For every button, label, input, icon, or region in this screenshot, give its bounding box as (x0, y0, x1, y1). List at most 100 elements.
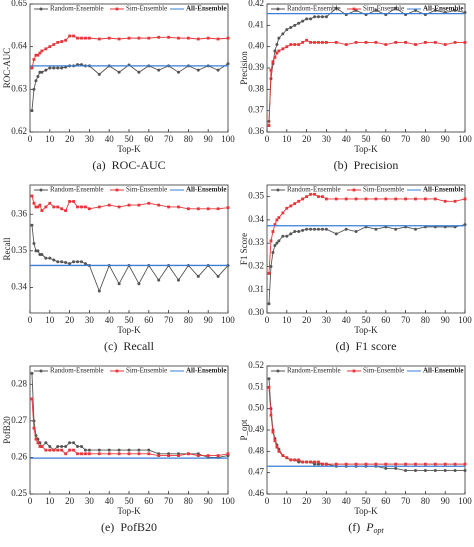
x-tick-label: 40 (342, 496, 352, 506)
point (44, 68, 48, 72)
point (320, 227, 324, 231)
point (80, 452, 83, 456)
point (394, 462, 398, 466)
point (79, 444, 83, 448)
x-tick-label: 80 (184, 496, 194, 506)
point (275, 43, 279, 47)
point (32, 242, 36, 246)
point (320, 15, 324, 19)
caption-text: PofB20 (120, 520, 157, 534)
point (275, 218, 279, 222)
legend-marker (276, 369, 280, 373)
x-tick-label: 0 (28, 134, 33, 144)
point (297, 21, 301, 25)
x-tick-label: 40 (342, 134, 352, 144)
y-axis-label: Recall (2, 237, 12, 260)
point (267, 124, 271, 127)
point (40, 49, 44, 53)
point (313, 192, 316, 196)
point (301, 19, 305, 23)
panel: 0.30 0.31 0.32 0.33 0.34 0.35 0 10 20 30 40 50 60 70 8… (239, 184, 472, 353)
point (289, 204, 293, 208)
point (275, 445, 279, 449)
y-axis-label: F1 Score (239, 233, 249, 265)
point (433, 41, 437, 44)
y-tick-label: 0.37 (248, 105, 264, 115)
point (196, 68, 200, 72)
x-tick-label: 100 (458, 496, 472, 506)
point (52, 66, 56, 70)
point (443, 469, 447, 473)
point (147, 201, 151, 205)
point (374, 8, 378, 12)
caption: (a) ROC-AUC (92, 158, 165, 172)
x-tick-label: 80 (421, 496, 431, 506)
point (30, 397, 34, 401)
point (56, 260, 60, 264)
point (107, 36, 111, 40)
x-tick-label: 90 (441, 315, 451, 325)
point (384, 197, 388, 201)
y-tick-label: 0.51 (248, 381, 264, 391)
point (76, 205, 79, 209)
point (32, 426, 36, 430)
point (48, 444, 52, 448)
x-tick-label: 90 (204, 315, 214, 325)
point (334, 197, 338, 201)
point (404, 41, 407, 44)
y-axis-label: P_opt (239, 419, 249, 441)
point (64, 452, 68, 456)
point (285, 45, 289, 49)
point (40, 70, 44, 74)
point (157, 203, 161, 207)
point (127, 448, 131, 452)
point (64, 38, 68, 42)
caption: (d) F1 score (336, 339, 397, 353)
point (84, 205, 87, 209)
legend-label: All-Ensemble (423, 186, 463, 194)
x-tick-label: 0 (265, 496, 270, 506)
point (316, 227, 320, 231)
point (321, 195, 324, 199)
x-tick-label: 30 (322, 496, 332, 506)
point (127, 203, 131, 207)
x-tick-label: 10 (45, 315, 55, 325)
series-line (268, 39, 465, 126)
point (297, 43, 301, 46)
y-tick-label: 0.36 (11, 208, 27, 218)
point (117, 448, 121, 452)
point (177, 36, 180, 40)
point (34, 205, 38, 209)
point (344, 43, 348, 46)
point (334, 462, 338, 466)
point (196, 37, 200, 41)
point (177, 70, 180, 74)
point (463, 197, 467, 201)
x-tick-label: 20 (302, 315, 312, 325)
x-tick-label: 80 (421, 134, 431, 144)
y-tick-label: 0.42 (248, 0, 264, 8)
x-tick-label: 100 (458, 315, 472, 325)
panel: 0.62 0.63 0.64 0.65 0 10 20 30 40 50 60 70 80 90 100 To… (2, 0, 235, 172)
point (56, 66, 60, 70)
point (36, 441, 40, 445)
series-line (268, 7, 466, 122)
point (354, 197, 358, 201)
point (88, 36, 91, 40)
x-tick-label: 70 (401, 496, 411, 506)
panel: 0.34 0.35 0.36 0 10 20 30 40 50 60 70 80 90 100 Top-K R… (2, 184, 235, 353)
point (177, 205, 180, 209)
point (72, 260, 76, 264)
point (48, 256, 52, 260)
plot-frame (29, 365, 229, 495)
point (72, 34, 75, 38)
point (297, 199, 301, 203)
point (364, 41, 368, 44)
point (226, 206, 230, 210)
series-line (31, 225, 229, 293)
point (157, 454, 161, 457)
point (414, 462, 417, 466)
point (137, 70, 141, 74)
y-tick-label: 0.48 (248, 445, 264, 455)
point (44, 205, 48, 209)
